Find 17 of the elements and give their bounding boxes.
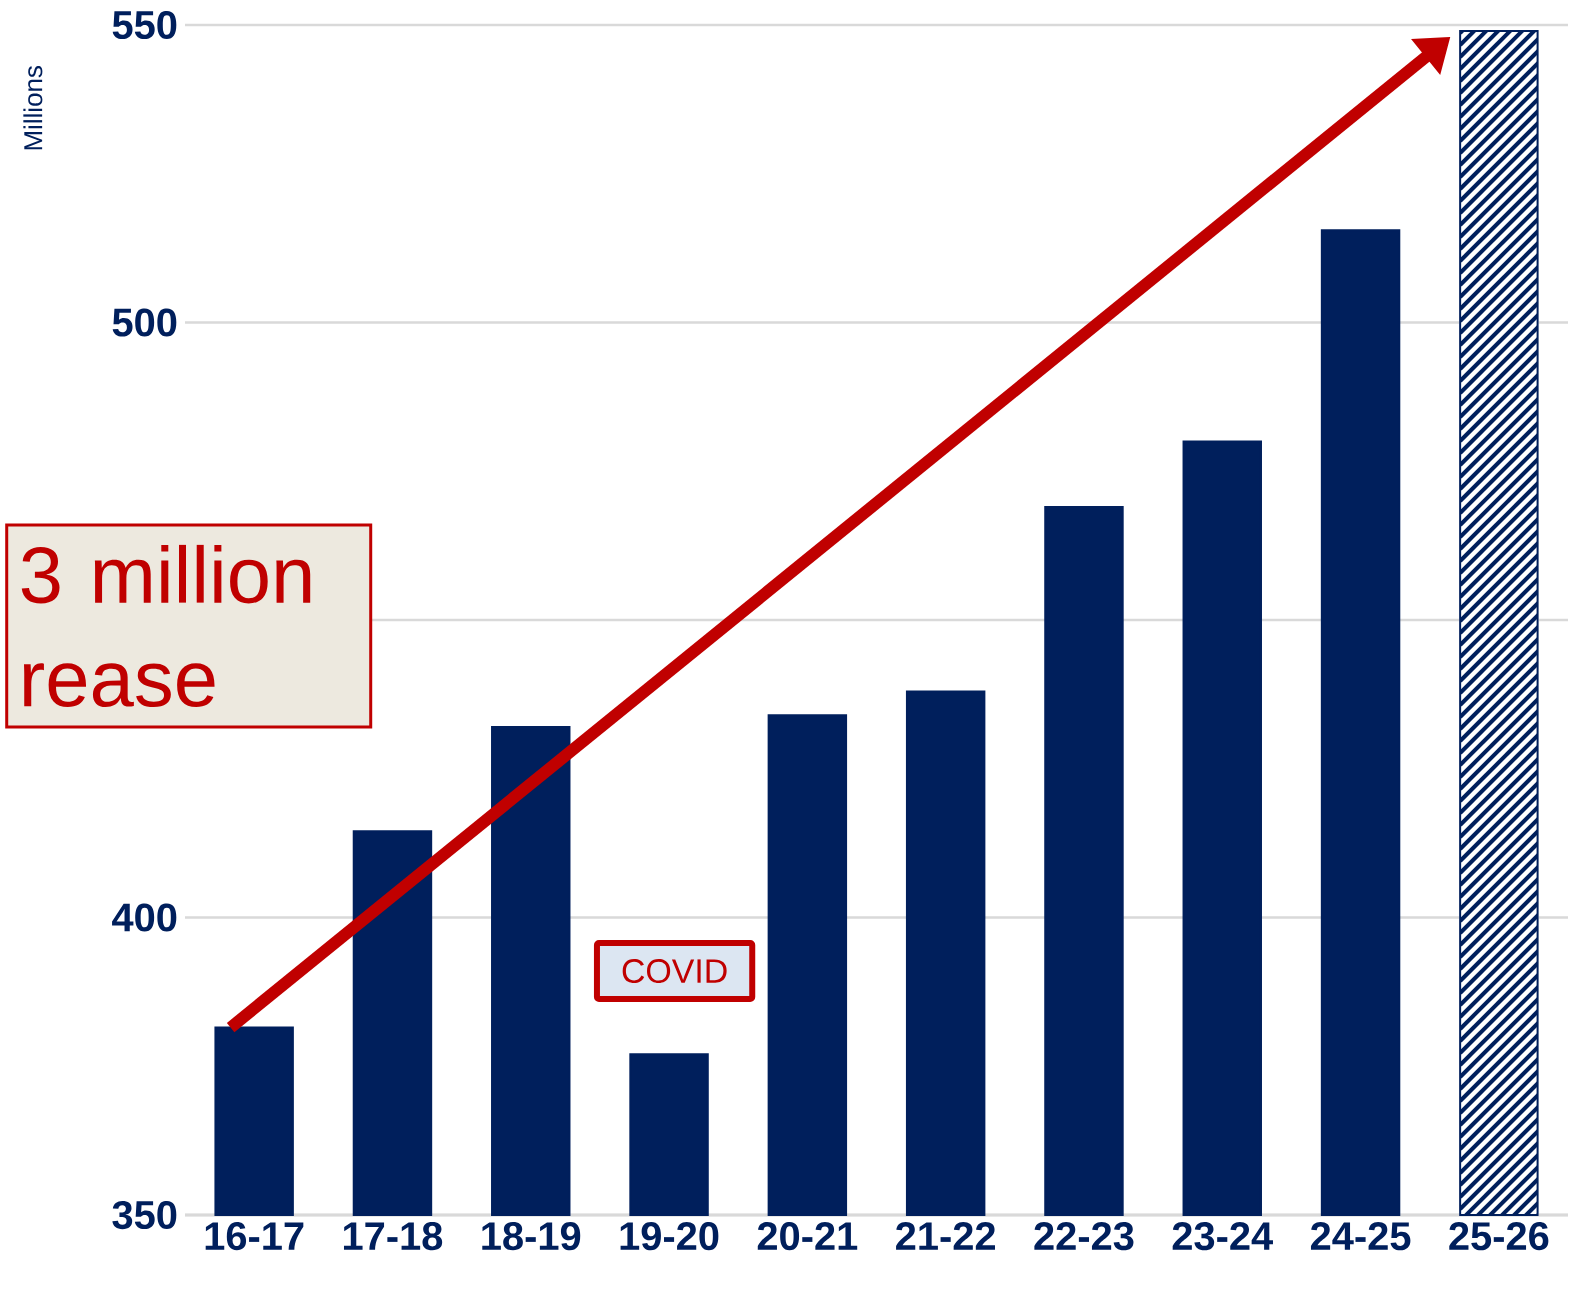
x-tick-label: 20-21 [757, 1222, 858, 1251]
y-tick-label: 400 [112, 903, 177, 932]
y-axis-title: Millions [23, 66, 43, 150]
x-tick-label: 17-18 [343, 1222, 443, 1251]
y-tick-label: 500 [112, 308, 177, 337]
x-tick-label: 25-26 [1449, 1222, 1549, 1251]
y-tick-label: 350 [112, 1200, 177, 1230]
annotation: 3 million rease [21, 544, 311, 708]
x-tick-label: 24-25 [1310, 1222, 1411, 1251]
x-tick-label: 22-23 [1034, 1222, 1134, 1251]
x-tick-label: 16-17 [205, 1222, 304, 1251]
annotation: COVID [622, 959, 727, 984]
x-tick-label: 23-24 [1172, 1222, 1273, 1251]
x-tick-label: 19-20 [620, 1222, 719, 1251]
x-tick-label: 21-22 [896, 1222, 995, 1250]
x-tick-label: 18-19 [482, 1222, 581, 1251]
y-tick-label: 550 [112, 10, 177, 40]
